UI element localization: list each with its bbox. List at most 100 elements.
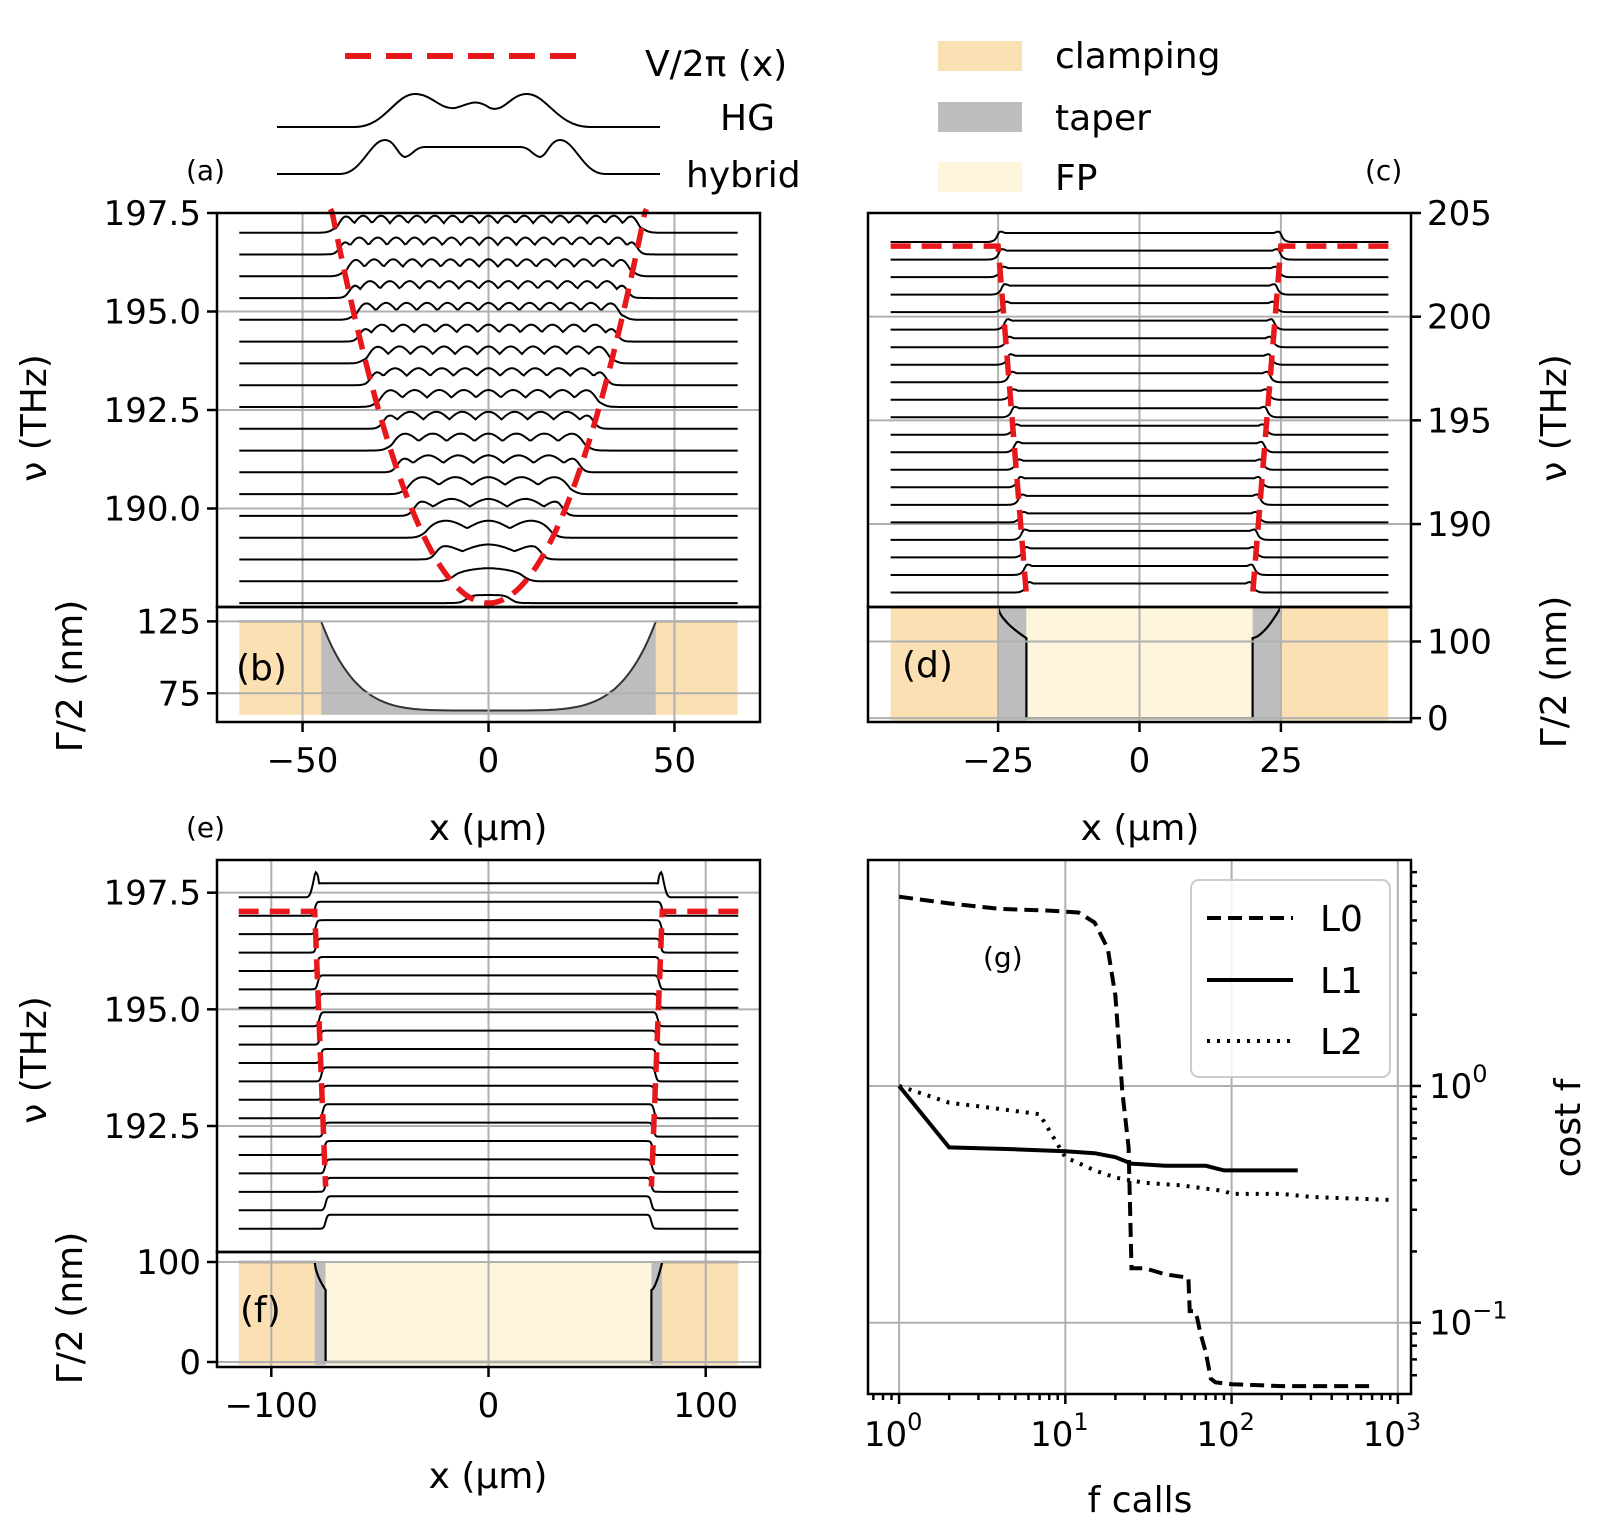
panel-c-modes bbox=[890, 230, 1389, 594]
panel-f-region-taper-3 bbox=[651, 1262, 663, 1365]
panel-g-series-l1 bbox=[897, 1084, 1298, 1173]
panel-a-mode-12 bbox=[239, 323, 738, 343]
panel-e-mode-15 bbox=[238, 937, 739, 954]
panel-d-xtick-label-0: −25 bbox=[962, 741, 1034, 781]
panel-e-ytick-label-0: 192.5 bbox=[104, 1107, 201, 1147]
panel-a-mode-17 bbox=[239, 214, 738, 234]
panel-d-xtick-label-1: 0 bbox=[1129, 741, 1151, 781]
panel-e-mode-1 bbox=[238, 1195, 739, 1212]
panel-e-mode-18 bbox=[238, 870, 739, 899]
panel-d-xlabel: x (μm) bbox=[1081, 808, 1200, 849]
legend-potential-label: V/2π (x) bbox=[645, 44, 787, 85]
panel-a-mode-5 bbox=[239, 476, 738, 496]
panel-c-mode-3 bbox=[890, 528, 1389, 541]
legend-hg-curve bbox=[277, 92, 660, 128]
panel-b-label: (b) bbox=[236, 648, 287, 689]
panel-g-series bbox=[897, 894, 1391, 1389]
legend: V/2π (x) HG hybrid clamping taper FP bbox=[277, 36, 1220, 199]
legend-taper-label: taper bbox=[1055, 98, 1151, 139]
panel-d-region-taper-3 bbox=[1252, 607, 1281, 721]
legend-clamping-swatch bbox=[938, 41, 1022, 71]
panel-b-xtick-label-1: 0 bbox=[478, 741, 500, 781]
legend-hybrid-curve bbox=[277, 138, 660, 175]
panel-c-mode-12 bbox=[890, 370, 1389, 384]
panel-c-mode-18 bbox=[890, 265, 1389, 279]
panel-d-region-clamping-0 bbox=[890, 607, 999, 721]
panel-c-mode-4 bbox=[890, 510, 1389, 524]
panel-e-potential bbox=[238, 908, 739, 1187]
panel-c-ylabel: ν (THz) bbox=[1534, 354, 1575, 482]
panel-g-xtick-label-0: 100 bbox=[864, 1408, 923, 1455]
panel-d-region-taper-1 bbox=[998, 607, 1027, 721]
panel-f-region-taper-1 bbox=[314, 1262, 326, 1365]
legend-l1-label: L1 bbox=[1320, 961, 1363, 1002]
panel-a-mode-0 bbox=[239, 594, 738, 605]
legend-hybrid-label: hybrid bbox=[686, 155, 801, 196]
panel-e-mode-17 bbox=[238, 900, 739, 917]
panel-g-label: (g) bbox=[983, 941, 1023, 974]
panel-a-ytick-label-0: 190.0 bbox=[104, 490, 201, 530]
panel-e-mode-9 bbox=[238, 1048, 739, 1064]
panel-a-mode-11 bbox=[239, 345, 738, 365]
panel-e-ylabel: ν (THz) bbox=[14, 996, 55, 1124]
panel-f-label: (f) bbox=[240, 1290, 281, 1331]
panel-g-xtick-label-2: 102 bbox=[1196, 1408, 1255, 1455]
panel-d-ytick-label-0: 0 bbox=[1427, 699, 1449, 739]
panel-b-ylabel: Γ/2 (nm) bbox=[50, 600, 91, 753]
panel-a-mode-2 bbox=[239, 543, 738, 561]
panel-c-ytick-label-2: 200 bbox=[1427, 298, 1492, 338]
panel-a-ylabel: ν (THz) bbox=[14, 354, 55, 482]
panel-a-potential bbox=[327, 207, 650, 606]
panel-b-region-clamping-0 bbox=[239, 621, 322, 715]
panel-e-ytick-label-2: 197.5 bbox=[104, 874, 201, 914]
panel-b-regions bbox=[239, 621, 738, 715]
panel-g-xlabel: f calls bbox=[1088, 1480, 1193, 1521]
panel-g-frame bbox=[866, 858, 1413, 1396]
panel-d-xtick-label-2: 25 bbox=[1259, 741, 1302, 781]
panel-a-ytick-label-2: 195.0 bbox=[104, 293, 201, 333]
panel-c-mode-14 bbox=[890, 335, 1389, 349]
panel-e-mode-2 bbox=[238, 1176, 739, 1193]
panel-c-mode-17 bbox=[890, 283, 1389, 296]
panel-e-mode-16 bbox=[238, 919, 739, 936]
panel-a-mode-10 bbox=[239, 367, 738, 387]
panel-d-region-clamping-4 bbox=[1280, 607, 1389, 721]
panel-g-series-l2 bbox=[898, 1084, 1391, 1202]
panel-f-ytick-label-1: 100 bbox=[136, 1243, 201, 1283]
panel-f-region-clamping-4 bbox=[662, 1262, 739, 1365]
panel-d-ylabel: Γ/2 (nm) bbox=[1534, 596, 1575, 749]
panel-f-ylabel: Γ/2 (nm) bbox=[50, 1232, 91, 1385]
panel-g-legend: L0 L1 L2 bbox=[1190, 879, 1391, 1078]
panel-f-xtick-label-1: 0 bbox=[478, 1386, 500, 1426]
panel-g-ylabel: cost f bbox=[1548, 1077, 1589, 1177]
panel-e-mode-3 bbox=[238, 1158, 739, 1175]
panel-e-mode-13 bbox=[238, 974, 739, 991]
panel-c-mode-15 bbox=[890, 318, 1389, 331]
panel-c-mode-19 bbox=[890, 248, 1389, 261]
legend-l0-label: L0 bbox=[1320, 899, 1363, 940]
panel-a-modes bbox=[239, 214, 738, 605]
panel-a-ytick-label-3: 197.5 bbox=[104, 194, 201, 234]
panel-a-b: 190.0 192.5 195.0 197.5 75 125 −50 0 50 (a) (b)… bbox=[14, 154, 762, 849]
panel-e-mode-0 bbox=[238, 1213, 739, 1230]
legend-clamping-label: clamping bbox=[1055, 36, 1220, 77]
panel-f-xtick-label-0: −100 bbox=[225, 1386, 318, 1426]
panel-c-mode-11 bbox=[890, 388, 1389, 401]
panel-c-mode-20 bbox=[890, 230, 1389, 243]
panel-e-mode-8 bbox=[238, 1066, 739, 1083]
panel-c-mode-0 bbox=[890, 580, 1389, 594]
panel-c-ytick-label-3: 205 bbox=[1427, 194, 1492, 234]
panel-a-mode-3 bbox=[239, 519, 738, 539]
legend-fp-label: FP bbox=[1055, 158, 1097, 199]
panel-e-mode-14 bbox=[238, 956, 739, 972]
panel-a-mode-1 bbox=[239, 567, 738, 583]
panel-f-xlabel: x (μm) bbox=[429, 1456, 548, 1497]
panel-e-mode-5 bbox=[238, 1121, 739, 1138]
panel-b-xtick-label-2: 50 bbox=[653, 741, 696, 781]
panel-e-f: 192.5 195.0 197.5 0 100 −100 0 100 (e) (f) ν (… bbox=[14, 811, 762, 1497]
panel-g-xtick-label-1: 101 bbox=[1030, 1408, 1089, 1455]
panel-c-mode-13 bbox=[890, 353, 1389, 366]
